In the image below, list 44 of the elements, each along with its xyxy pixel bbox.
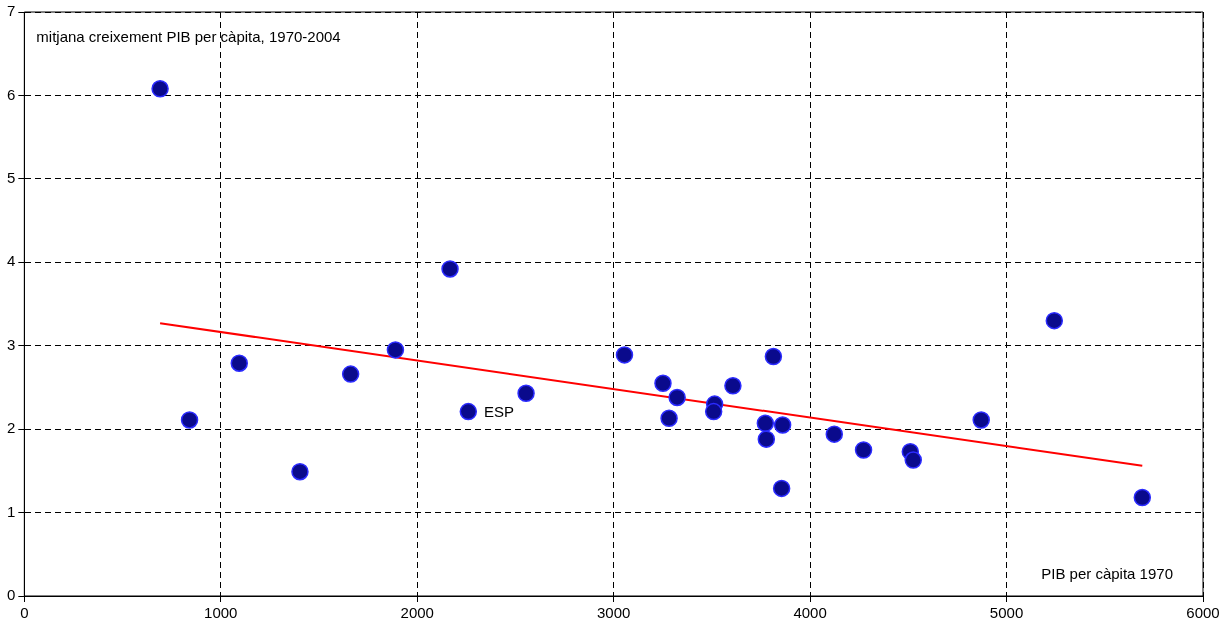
y-axis-title: mitjana creixement PIB per càpita, 1970-2004 [36,27,341,45]
point [459,402,478,421]
y-tick-label: 4 [7,252,16,270]
point [904,451,922,469]
point [704,402,723,421]
y-tick-label: 6 [7,85,16,103]
point [151,80,169,98]
x-tick-label: 0 [20,604,29,622]
x-axis-title: PIB per càpita 1970 [1041,564,1173,582]
point [615,346,634,364]
x-tick-label: 3000 [596,604,631,622]
point [668,388,686,407]
x-tick-label: 6000 [1186,604,1220,622]
x-tick-label: 2000 [400,604,434,622]
x-tick-label: 5000 [989,604,1024,622]
point [291,462,309,481]
point [724,377,742,395]
point [654,374,672,393]
point [756,414,775,433]
y-tick-label: 2 [7,419,16,437]
point [764,347,783,366]
y-tick-label: 1 [7,502,16,520]
point [773,416,792,434]
point [441,260,459,278]
point [660,409,678,428]
point [1133,488,1152,507]
point [972,411,990,429]
point [517,384,535,403]
y-tick-label: 0 [7,586,16,604]
y-tick-label: 3 [7,335,16,353]
point [825,425,844,443]
annotation: ESP [484,403,515,421]
point [386,341,405,359]
y-tick-label: 7 [7,2,16,20]
y-tick-label: 5 [7,169,16,186]
x-tick-label: 4000 [793,604,827,622]
point [341,365,360,383]
point [772,479,791,498]
point [180,411,199,429]
point [757,430,776,448]
point [854,441,873,459]
point [230,354,248,372]
x-tick-label: 1000 [204,604,238,622]
point [1045,311,1064,330]
